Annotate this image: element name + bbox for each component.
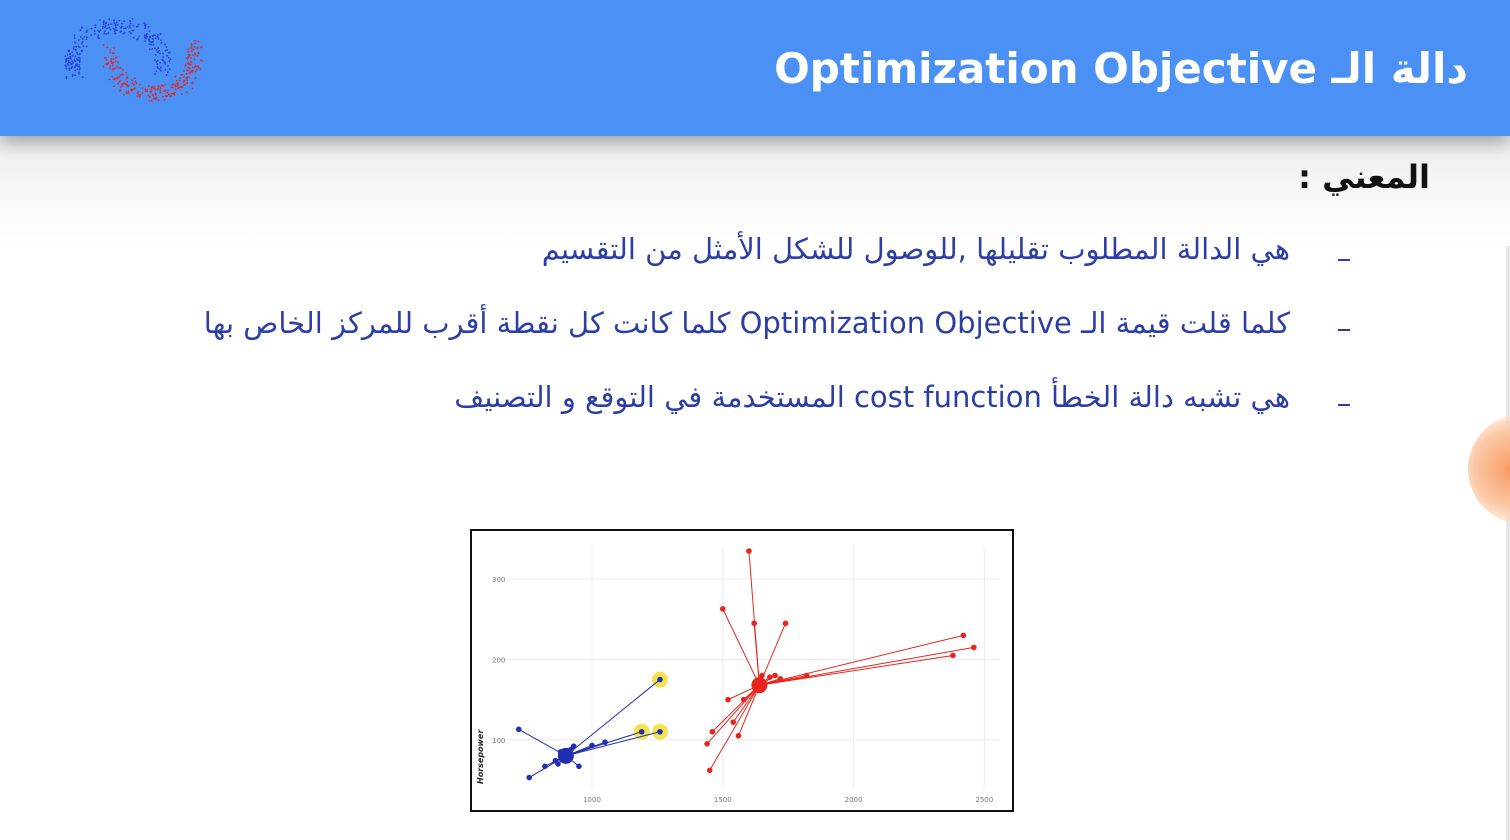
data-point [767,674,773,680]
data-point [709,728,716,735]
data-point [746,548,752,554]
centroid-link [722,608,760,686]
y-axis-label: Horsepower [476,729,485,784]
scatter-logo-icon [64,18,203,102]
data-point [971,644,977,651]
data-point [960,632,967,639]
data-point [719,606,726,612]
centroid-link [709,684,760,771]
x-tick-label: 1000 [583,796,601,804]
centroid-link [759,634,964,686]
data-point [751,620,757,627]
y-tick-label: 200 [492,656,505,664]
centroid-link [759,654,953,686]
kmeans-chart: 1000 1500 2000 2500 100 200 300 Horsepower [470,529,1014,812]
bullet-dash [1338,259,1350,261]
data-point [526,774,533,781]
centroid-link [759,646,974,686]
data-point [772,672,778,679]
data-point [602,739,608,746]
header-shadow [0,136,1510,246]
bullet-item: كلما قلت قيمة الـ Optimization Objective… [203,306,1290,340]
data-point [782,620,789,627]
data-point [803,672,810,679]
data-point [542,763,548,770]
y-tick-label: 100 [492,737,505,745]
x-tick-label: 2000 [845,796,863,804]
centroid-link [753,623,760,686]
chart-canvas: 1000 1500 2000 2500 100 200 300 Horsepower [476,547,1000,804]
data-point [576,763,582,770]
laser-pointer-icon [1468,414,1510,524]
slide-header: دالة الـ Optimization Objective [0,0,1510,136]
data-point [777,675,784,682]
data-point [657,676,663,683]
centroid-link [565,731,661,757]
data-point [725,696,731,703]
data-point [740,696,747,703]
bullet-item: هي الدالة المطلوب تقليلها ,للوصول للشكل … [541,232,1290,266]
data-point [735,732,742,739]
centroid-link [565,679,661,757]
data-point [638,728,645,735]
bullet-dash [1338,404,1350,406]
cluster-centroid [557,747,574,764]
cluster-centroid [751,677,768,694]
data-point [570,743,577,750]
bullet-dash [1338,329,1350,331]
centroid-link [706,684,760,745]
centroid-link [737,684,760,736]
data-point [589,742,595,749]
data-point [555,761,561,767]
meaning-heading: المعني : [1298,158,1430,196]
data-point [759,672,765,679]
slide-title: دالة الـ Optimization Objective [774,44,1468,93]
bullet-item: هي تشبه دالة الخطأ cost function المستخد… [454,380,1290,414]
data-point [704,741,710,747]
data-point [515,726,522,733]
data-point [657,728,663,735]
x-tick-label: 1500 [714,796,732,804]
data-point [950,652,956,659]
data-point [730,719,737,725]
y-tick-label: 300 [492,576,505,584]
x-tick-label: 2500 [975,796,993,804]
data-point [706,767,713,774]
